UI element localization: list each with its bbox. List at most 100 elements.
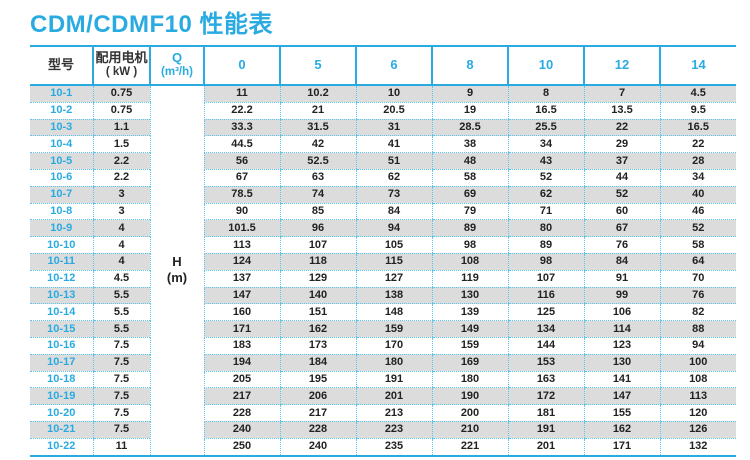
head-value-cell: 130 — [583, 354, 660, 372]
head-value-cell: 76 — [583, 236, 660, 254]
head-value-cell: 123 — [583, 337, 660, 355]
table-row: 10-11 4 124 118 115 108 98 84 64 — [30, 253, 736, 271]
motor-kw-cell: 3 — [92, 186, 150, 204]
head-value-cell: 132 — [659, 438, 736, 457]
table-row: 10-21 7.5 240 228 223 210 191 162 126 — [30, 421, 736, 439]
head-value-cell: 89 — [507, 236, 584, 254]
head-value-cell: 25.5 — [507, 119, 584, 137]
col-header-motor: 配用电机 ( kW ) — [92, 45, 150, 86]
motor-kw-cell: 4 — [92, 236, 150, 254]
table-row: 10-3 1.1 33.3 31.5 31 28.5 25.5 22 16.5 — [30, 119, 736, 137]
table-row: 10-20 7.5 228 217 213 200 181 155 120 — [30, 404, 736, 422]
table-row: 10-4 1.5 44.5 42 41 38 34 29 22 — [30, 135, 736, 154]
head-value-cell: 56 — [203, 152, 280, 170]
head-value-cell: 171 — [583, 438, 660, 457]
motor-kw-cell: 0.75 — [92, 85, 150, 103]
head-value-cell: 138 — [355, 287, 432, 305]
head-value-cell: 240 — [203, 421, 280, 439]
motor-kw-cell: 7.5 — [92, 387, 150, 406]
head-value-cell: 213 — [355, 404, 432, 422]
head-value-cell: 38 — [431, 135, 508, 154]
head-value-cell: 52.5 — [279, 152, 356, 170]
motor-label-line2: ( kW ) — [105, 66, 138, 79]
head-value-cell: 155 — [583, 404, 660, 422]
head-value-cell: 127 — [355, 270, 432, 288]
motor-kw-cell: 5.5 — [92, 287, 150, 305]
table-row: 10-14 5.5 160 151 148 139 125 106 82 — [30, 303, 736, 322]
head-value-cell: 191 — [507, 421, 584, 439]
table-row: 10-16 7.5 183 173 170 159 144 123 94 — [30, 337, 736, 355]
head-value-cell: 33.3 — [203, 119, 280, 137]
head-value-cell: 52 — [507, 169, 584, 187]
table-row: 10-18 7.5 205 195 191 180 163 141 108 — [30, 371, 736, 389]
head-value-cell: 107 — [507, 270, 584, 288]
model-cell: 10-11 — [30, 253, 93, 271]
motor-kw-cell: 2.2 — [92, 169, 150, 187]
head-value-cell: 94 — [659, 337, 736, 355]
motor-kw-cell: 7.5 — [92, 404, 150, 422]
head-value-cell: 60 — [583, 203, 660, 221]
head-value-cell: 217 — [203, 387, 280, 406]
head-value-cell: 44.5 — [203, 135, 280, 154]
head-value-cell: 173 — [279, 337, 356, 355]
head-value-cell: 41 — [355, 135, 432, 154]
motor-kw-cell: 7.5 — [92, 354, 150, 372]
head-value-cell: 151 — [279, 303, 356, 322]
head-value-cell: 19 — [431, 102, 508, 120]
motor-label-line1: 配用电机 — [95, 50, 148, 66]
head-value-cell: 206 — [279, 387, 356, 406]
motor-kw-cell: 4 — [92, 253, 150, 271]
head-value-cell: 217 — [279, 404, 356, 422]
head-value-cell: 180 — [355, 354, 432, 372]
head-value-cell: 162 — [279, 320, 356, 338]
head-value-cell: 11 — [203, 85, 280, 103]
head-value-cell: 201 — [355, 387, 432, 406]
head-value-cell: 113 — [203, 236, 280, 254]
head-value-cell: 16.5 — [507, 102, 584, 120]
col-header-model: 型号 — [30, 45, 93, 86]
motor-kw-cell: 7.5 — [92, 337, 150, 355]
model-cell: 10-16 — [30, 337, 93, 355]
model-cell: 10-19 — [30, 387, 93, 406]
col-header-flow-8: 8 — [431, 45, 508, 86]
head-value-cell: 240 — [279, 438, 356, 457]
head-value-cell: 7 — [583, 85, 660, 103]
head-value-cell: 159 — [431, 337, 508, 355]
motor-kw-cell: 7.5 — [92, 371, 150, 389]
head-value-cell: 201 — [507, 438, 584, 457]
head-value-cell: 163 — [507, 371, 584, 389]
model-cell: 10-3 — [30, 119, 93, 137]
head-value-cell: 105 — [355, 236, 432, 254]
head-value-cell: 67 — [583, 219, 660, 238]
col-header-flow-12: 12 — [583, 45, 660, 86]
head-value-cell: 141 — [583, 371, 660, 389]
head-value-cell: 250 — [203, 438, 280, 457]
model-cell: 10-8 — [30, 203, 93, 221]
head-value-cell: 98 — [507, 253, 584, 271]
head-value-cell: 162 — [583, 421, 660, 439]
motor-kw-cell: 11 — [92, 438, 150, 457]
head-value-cell: 191 — [355, 371, 432, 389]
table-row: 10-19 7.5 217 206 201 190 172 147 113 — [30, 387, 736, 406]
col-header-flow-q: Q (m³/h) — [149, 45, 204, 86]
head-value-cell: 29 — [583, 135, 660, 154]
table-row: 10-7 3 78.5 74 73 69 62 52 40 — [30, 186, 736, 204]
head-value-cell: 80 — [507, 219, 584, 238]
head-value-cell: 180 — [431, 371, 508, 389]
table-row: 10-5 2.2 56 52.5 51 48 43 37 28 — [30, 152, 736, 170]
head-value-cell: 44 — [583, 169, 660, 187]
model-cell: 10-17 — [30, 354, 93, 372]
head-value-cell: 144 — [507, 337, 584, 355]
table-row: 10-15 5.5 171 162 159 149 134 114 88 — [30, 320, 736, 338]
head-value-cell: 78.5 — [203, 186, 280, 204]
head-value-cell: 126 — [659, 421, 736, 439]
head-value-cell: 58 — [431, 169, 508, 187]
motor-kw-cell: 3 — [92, 203, 150, 221]
head-value-cell: 31 — [355, 119, 432, 137]
head-value-cell: 190 — [431, 387, 508, 406]
head-value-cell: 67 — [203, 169, 280, 187]
head-value-cell: 64 — [659, 253, 736, 271]
head-value-cell: 89 — [431, 219, 508, 238]
head-value-cell: 139 — [431, 303, 508, 322]
head-value-cell: 140 — [279, 287, 356, 305]
